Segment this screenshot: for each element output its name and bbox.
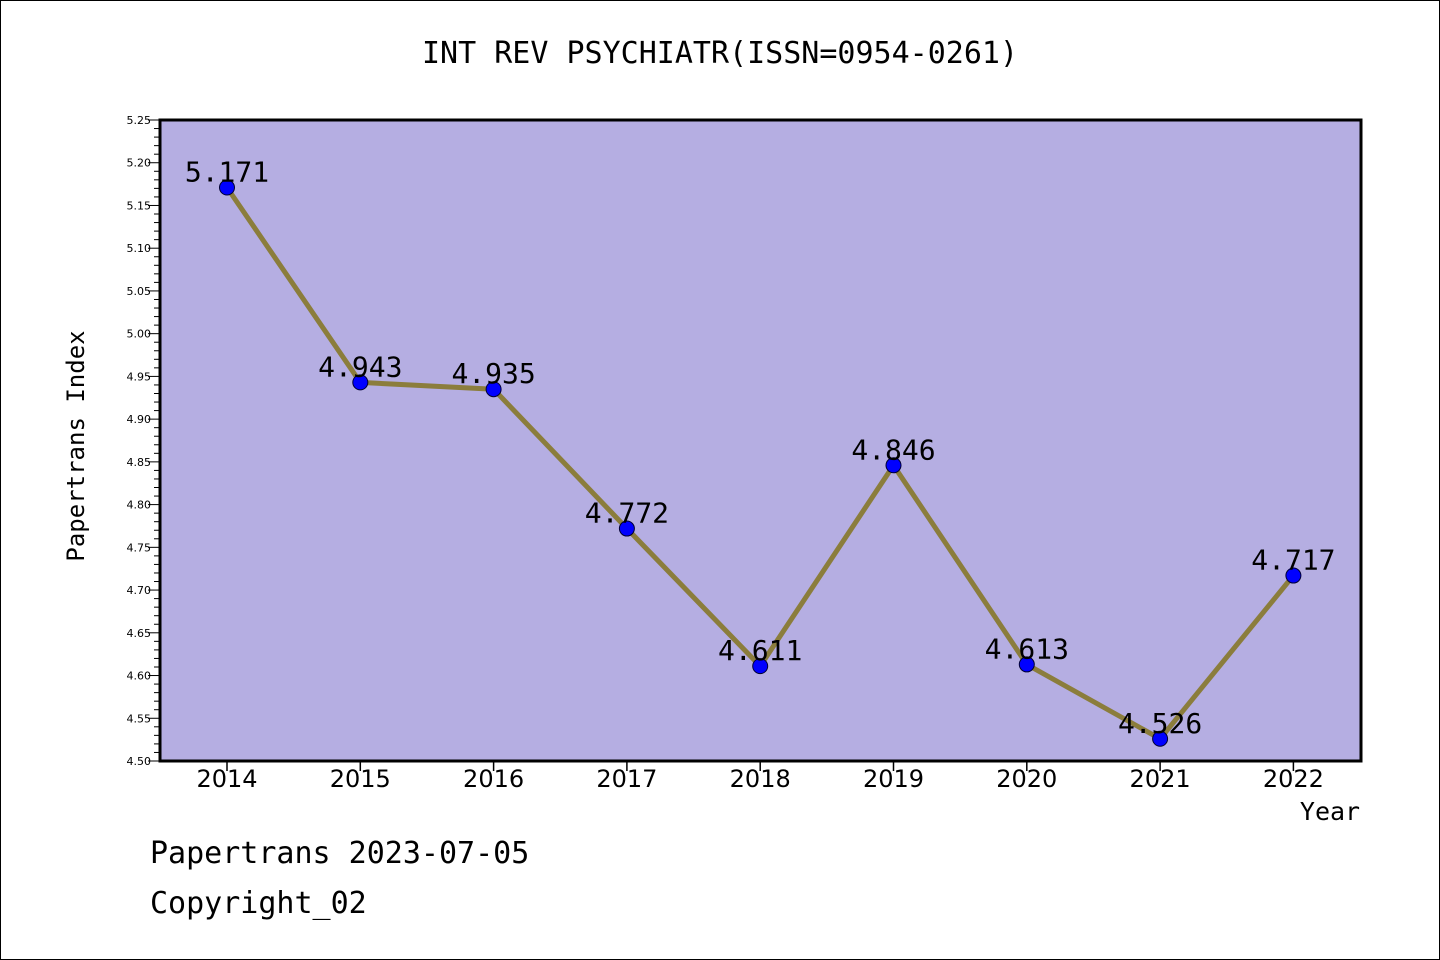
x-axis-label: Year	[1300, 797, 1360, 826]
x-tick-label: 2018	[730, 765, 791, 793]
y-tick-label: 5.25	[127, 114, 152, 127]
data-point	[1018, 656, 1035, 673]
x-tick-label: 2015	[330, 765, 391, 793]
y-tick-label: 4.55	[127, 712, 152, 725]
chart-title: INT REV PSYCHIATR(ISSN=0954-0261)	[421, 36, 1019, 71]
data-point	[219, 179, 235, 196]
y-tick-label: 4.75	[127, 541, 152, 554]
data-label: 5.171	[185, 156, 269, 189]
y-tick-label: 4.50	[127, 755, 152, 768]
y-tick-label: 5.05	[127, 285, 152, 298]
footer-copyright-text: Copyright_02	[150, 886, 367, 921]
y-axis-label: Papertrans Index	[62, 330, 90, 561]
y-tick-label: 5.10	[127, 242, 152, 255]
data-label: 4.613	[985, 632, 1069, 665]
y-tick-label: 4.70	[127, 584, 152, 597]
data-label: 4.611	[718, 634, 802, 667]
y-tick-label: 4.80	[127, 499, 152, 512]
data-point	[618, 520, 635, 537]
x-tick-label: 2020	[996, 765, 1057, 793]
data-label: 4.935	[451, 357, 535, 390]
plot-border	[158, 118, 1363, 763]
y-tick-label: 5.00	[127, 328, 152, 341]
data-label: 4.772	[585, 497, 669, 530]
y-tick-label: 5.20	[127, 157, 152, 170]
x-tick-label: 2014	[196, 765, 257, 793]
data-point	[885, 457, 902, 474]
x-tick-label: 2022	[1263, 765, 1324, 793]
x-tick-label: 2016	[463, 765, 524, 793]
x-tick-label: 2017	[596, 765, 657, 793]
data-label: 4.717	[1251, 544, 1335, 577]
y-tick-label: 4.65	[127, 627, 152, 640]
footer-date-text: Papertrans 2023-07-05	[150, 836, 530, 871]
x-tick-label: 2021	[1130, 765, 1191, 793]
data-point	[1285, 567, 1302, 584]
data-label: 4.846	[851, 433, 935, 466]
y-tick-label: 4.85	[127, 456, 152, 469]
data-point	[1152, 730, 1169, 747]
data-point	[752, 658, 769, 675]
plot-area	[160, 120, 1361, 761]
y-tick-label: 5.15	[127, 199, 152, 212]
y-tick-label: 4.95	[127, 370, 152, 383]
data-point	[485, 381, 502, 398]
data-label: 4.526	[1118, 707, 1202, 740]
y-tick-label: 4.90	[127, 413, 152, 426]
data-point	[352, 374, 369, 391]
y-tick-label: 4.60	[127, 670, 152, 683]
data-label: 4.943	[318, 350, 402, 383]
x-tick-label: 2019	[863, 765, 924, 793]
